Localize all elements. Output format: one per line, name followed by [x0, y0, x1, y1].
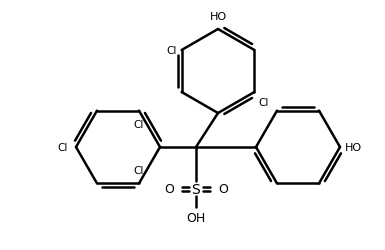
Text: O: O: [164, 183, 174, 196]
Text: HO: HO: [209, 12, 226, 22]
Text: Cl: Cl: [134, 119, 144, 129]
Text: Cl: Cl: [166, 46, 177, 56]
Text: Cl: Cl: [58, 142, 68, 152]
Text: OH: OH: [186, 211, 206, 224]
Text: Cl: Cl: [258, 98, 269, 108]
Text: HO: HO: [345, 142, 362, 152]
Text: O: O: [218, 183, 228, 196]
Text: S: S: [192, 182, 200, 196]
Text: Cl: Cl: [134, 166, 144, 176]
